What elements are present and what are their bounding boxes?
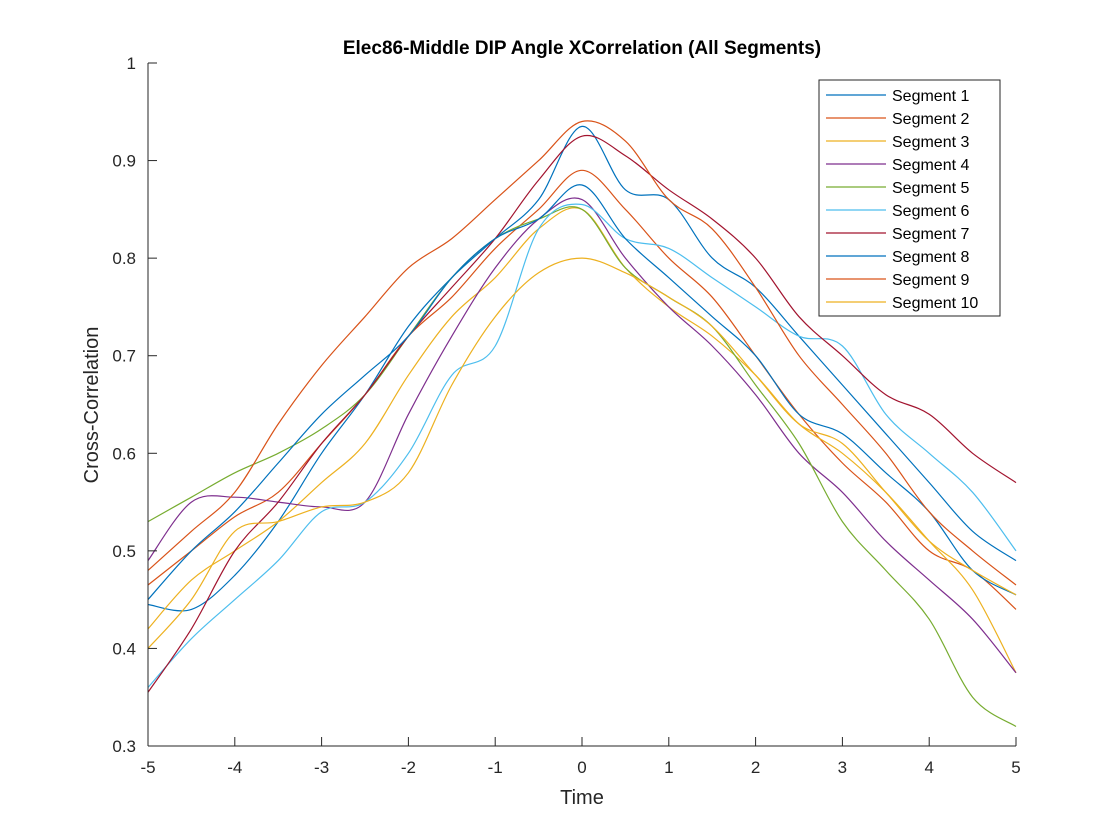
y-tick-label: 0.3: [112, 737, 136, 756]
x-tick-label: 1: [664, 758, 673, 777]
legend-box: [818, 79, 1001, 317]
legend-label-10: Segment 10: [892, 295, 978, 312]
y-tick-label: 0.9: [112, 152, 136, 171]
y-axis-ticks: 0.3 0.4 0.5 0.6 0.7 0.8 0.9 1: [112, 54, 157, 756]
y-axis-label: Cross-Correlation: [81, 327, 103, 484]
legend-label-9: Segment 9: [892, 272, 969, 289]
x-tick-label: -1: [488, 758, 503, 777]
x-tick-label: 4: [924, 758, 933, 777]
x-tick-label: 3: [838, 758, 847, 777]
series-layer: [147, 120, 1017, 728]
y-tick-label: 1: [127, 54, 136, 73]
legend-label-8: Segment 8: [892, 249, 969, 266]
legend-label-2: Segment 2: [892, 111, 969, 128]
legend-label-5: Segment 5: [892, 180, 969, 197]
chart-title: Elec86-Middle DIP Angle XCorrelation (Al…: [343, 38, 821, 59]
series-line-4: [147, 197, 1017, 674]
series-line-5: [147, 206, 1017, 728]
series-line-6: [147, 203, 1017, 688]
series-line-9: [147, 120, 1017, 586]
y-tick-label: 0.8: [112, 249, 136, 268]
legend-label-6: Segment 6: [892, 203, 969, 220]
legend-label-1: Segment 1: [892, 88, 969, 105]
x-tick-label: -3: [314, 758, 329, 777]
y-tick-label: 0.7: [112, 347, 136, 366]
series-line-7: [147, 134, 1017, 693]
series-line-1: [147, 125, 1017, 612]
x-axis-label: Time: [560, 787, 604, 809]
x-tick-label: -5: [140, 758, 155, 777]
x-axis-ticks: -5 -4 -3 -2 -1 0 1 2 3 4 5: [140, 737, 1021, 777]
y-tick-label: 0.6: [112, 444, 136, 463]
series-line-2: [147, 169, 1017, 610]
x-tick-label: 5: [1011, 758, 1020, 777]
series-line-10: [147, 257, 1017, 649]
legend-label-3: Segment 3: [892, 134, 969, 151]
legend-label-7: Segment 7: [892, 226, 969, 243]
series-line-8: [147, 184, 1017, 600]
legend: Segment 1 Segment 2 Segment 3 Segment 4 Segm…: [818, 79, 1001, 317]
x-tick-label: -2: [401, 758, 416, 777]
y-tick-label: 0.4: [112, 639, 136, 658]
legend-label-4: Segment 4: [892, 157, 969, 174]
y-tick-label: 0.5: [112, 542, 136, 561]
x-tick-label: 0: [577, 758, 586, 777]
x-tick-label: -4: [227, 758, 242, 777]
x-tick-label: 2: [751, 758, 760, 777]
